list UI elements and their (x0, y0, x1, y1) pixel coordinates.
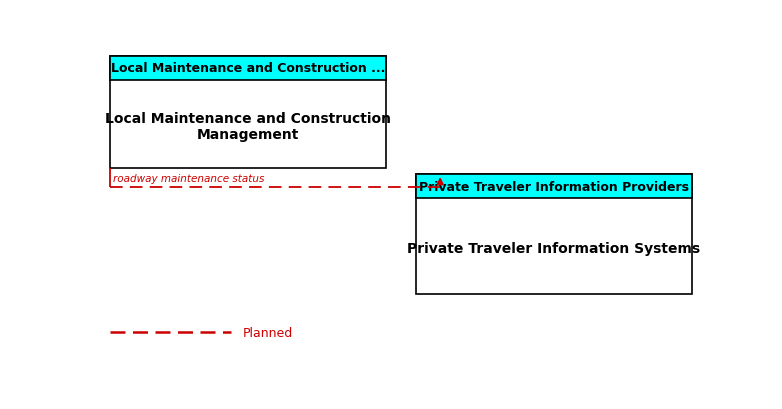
Text: Local Maintenance and Construction ...: Local Maintenance and Construction ... (110, 62, 385, 75)
Bar (416, 175, 692, 199)
Bar (109, 57, 386, 81)
Text: Local Maintenance and Construction
Management: Local Maintenance and Construction Manag… (105, 111, 391, 142)
Text: Planned: Planned (243, 326, 293, 339)
Bar (109, 57, 386, 169)
Text: Private Traveler Information Providers: Private Traveler Information Providers (419, 180, 689, 193)
Text: roadway maintenance status: roadway maintenance status (113, 174, 264, 184)
Text: Private Traveler Information Systems: Private Traveler Information Systems (407, 242, 701, 256)
Bar (416, 175, 692, 295)
